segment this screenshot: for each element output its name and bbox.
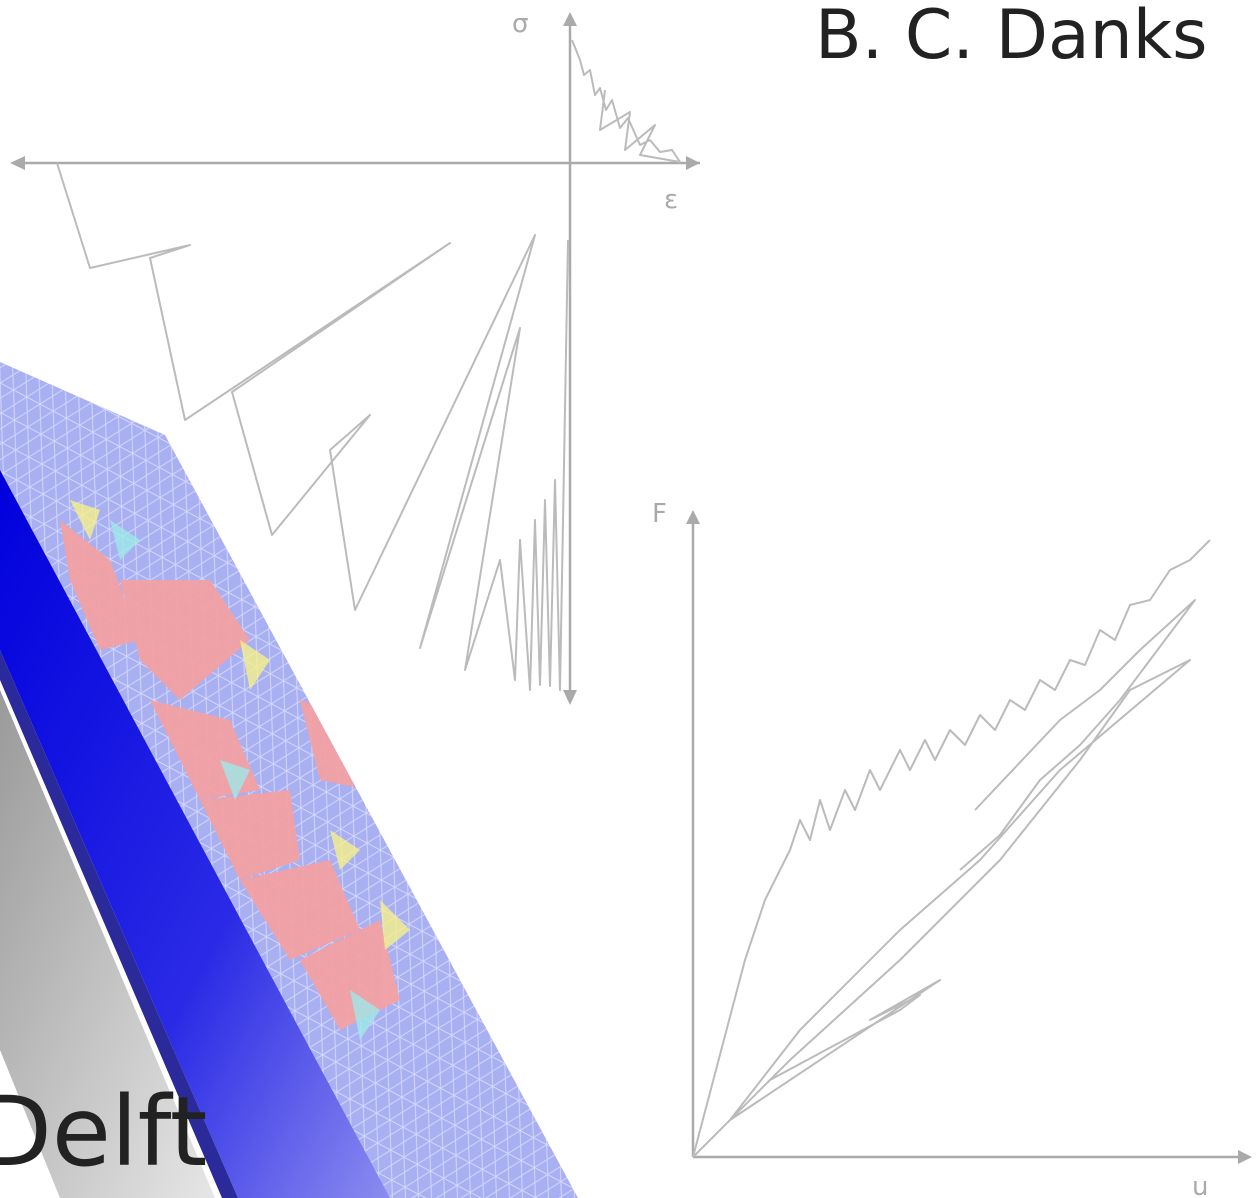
arrow — [563, 690, 577, 705]
force-displacement-plot: F u — [652, 499, 1252, 1198]
arrow — [686, 156, 700, 170]
arrow — [1238, 1150, 1252, 1164]
author: B. C. Danks — [815, 0, 1208, 75]
curve — [693, 540, 1210, 1157]
curve — [693, 660, 1190, 1157]
x-axis-label: ε — [664, 185, 678, 215]
y-axis-label: F — [652, 499, 667, 529]
arrow — [563, 12, 577, 26]
page: Delft B. C. Danks σ ε F u (() => { const… — [0, 0, 1259, 1198]
curve — [572, 40, 680, 162]
x-axis-label: u — [1192, 1172, 1208, 1198]
curve — [960, 600, 1195, 870]
slide: Delft B. C. Danks σ ε F u — [0, 0, 1259, 1198]
institution: Delft — [0, 1076, 207, 1188]
arrow — [686, 510, 700, 524]
arrow — [10, 156, 25, 170]
y-axis-label: σ — [512, 9, 528, 39]
